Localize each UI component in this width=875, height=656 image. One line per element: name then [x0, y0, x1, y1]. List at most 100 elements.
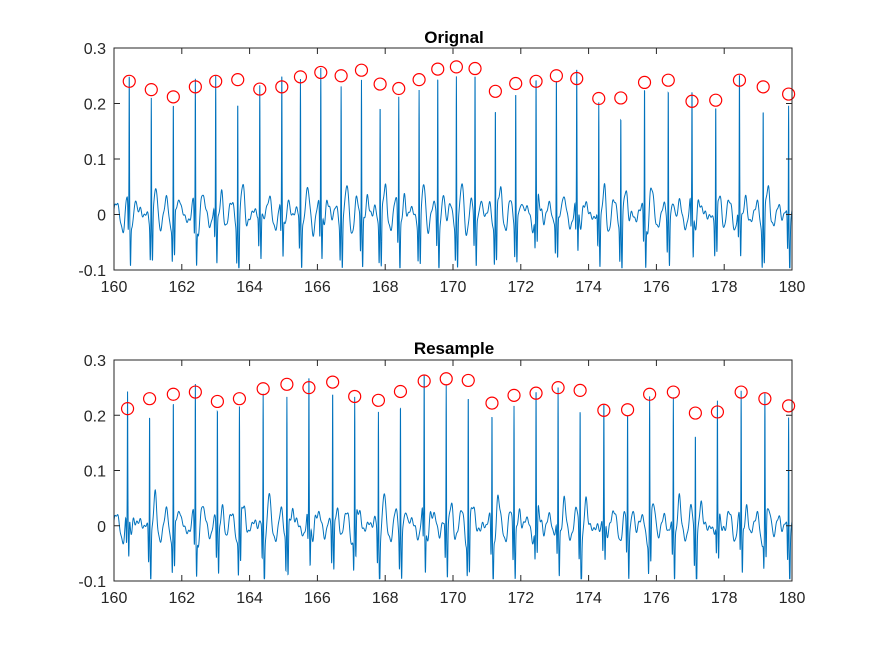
- x-tick-label: 170: [440, 279, 467, 296]
- peak-marker: [756, 80, 770, 94]
- peak-marker: [144, 83, 158, 97]
- x-tick-label: 170: [440, 590, 467, 607]
- peak-marker: [122, 74, 136, 88]
- peak-marker: [758, 392, 772, 406]
- peak-marker: [275, 80, 289, 94]
- x-tick-label: 162: [168, 279, 195, 296]
- signal-series: [113, 374, 793, 580]
- peak-marker: [529, 74, 543, 88]
- x-tick-label: 160: [101, 590, 128, 607]
- peak-marker: [688, 406, 702, 420]
- peak-marker: [188, 385, 202, 399]
- peak-marker: [782, 399, 796, 413]
- peak-marker: [509, 76, 523, 91]
- y-tick-label: 0.2: [84, 408, 106, 425]
- peak-marker: [326, 375, 340, 389]
- y-tick-label: -0.1: [78, 574, 106, 591]
- axis-ticks: 160 162 164 166 168 170 172 174 176 178 180 -0.1 0 0.…: [78, 353, 805, 607]
- peak-marker: [253, 82, 267, 96]
- y-tick-label: 0.2: [84, 97, 106, 114]
- x-tick-label: 174: [575, 590, 602, 607]
- peak-marker: [417, 374, 431, 388]
- peak-marker: [280, 377, 294, 391]
- signal-line: [113, 374, 793, 580]
- peak-marker: [210, 394, 224, 409]
- y-tick-label: 0.1: [84, 152, 106, 169]
- peak-marker: [256, 382, 270, 396]
- subplot-resample: Resample 160 162 164 166 168 170 172 174 176 178 1…: [78, 339, 805, 607]
- peak-marker: [666, 385, 680, 399]
- peak-marker: [393, 384, 408, 399]
- y-tick-label: 0.1: [84, 464, 106, 481]
- peak-marker: [439, 372, 453, 386]
- peak-marker: [643, 387, 657, 401]
- x-tick-label: 172: [507, 279, 534, 296]
- peak-marker: [231, 73, 245, 87]
- x-tick-label: 176: [643, 279, 670, 296]
- y-tick-label: 0.3: [84, 353, 106, 370]
- peak-marker: [166, 90, 180, 104]
- peak-marker: [732, 73, 747, 87]
- peak-marker: [392, 81, 406, 96]
- x-tick-label: 166: [304, 590, 331, 607]
- peak-marker: [507, 388, 521, 402]
- peak-marker: [461, 373, 475, 388]
- peak-marker: [529, 386, 543, 400]
- peak-marker: [142, 392, 157, 406]
- y-tick-label: -0.1: [78, 263, 106, 280]
- peak-marker: [485, 396, 499, 410]
- peak-marker: [637, 75, 652, 90]
- peak-marker: [597, 403, 611, 417]
- x-tick-label: 178: [711, 279, 738, 296]
- peak-marker: [685, 94, 699, 108]
- x-tick-label: 172: [507, 590, 534, 607]
- x-tick-label: 178: [711, 590, 738, 607]
- signal-series: [113, 67, 793, 269]
- signal-line: [113, 67, 793, 269]
- peak-marker: [614, 91, 628, 105]
- x-tick-label: 164: [236, 590, 263, 607]
- peak-marker: [431, 62, 445, 76]
- peak-markers: [120, 372, 796, 420]
- peak-marker: [782, 87, 796, 101]
- x-tick-label: 162: [168, 590, 195, 607]
- peak-marker: [488, 84, 502, 98]
- peak-marker: [549, 69, 563, 83]
- peak-marker: [373, 77, 387, 91]
- y-tick-label: 0.3: [84, 41, 106, 58]
- x-tick-label: 180: [779, 590, 806, 607]
- peak-marker: [449, 60, 463, 74]
- peak-marker: [710, 405, 725, 419]
- peak-marker: [573, 383, 587, 397]
- x-tick-label: 180: [779, 279, 806, 296]
- peak-marker: [412, 73, 426, 87]
- peak-marker: [371, 393, 386, 407]
- x-tick-label: 168: [372, 590, 399, 607]
- peak-marker: [209, 74, 223, 88]
- peak-marker: [293, 70, 308, 84]
- x-tick-label: 166: [304, 279, 331, 296]
- peak-marker: [570, 71, 584, 86]
- peak-marker: [734, 385, 748, 399]
- x-tick-label: 160: [101, 279, 128, 296]
- peak-markers: [122, 60, 796, 108]
- peak-marker: [592, 91, 606, 106]
- x-tick-label: 168: [372, 279, 399, 296]
- peak-marker: [620, 403, 635, 417]
- peak-marker: [468, 61, 482, 76]
- peak-marker: [709, 93, 723, 107]
- x-tick-label: 164: [236, 279, 263, 296]
- peak-marker: [348, 389, 362, 404]
- peak-marker: [120, 402, 135, 416]
- axis-ticks: 160 162 164 166 168 170 172 174 176 178 180 -0.1 0 0.…: [78, 41, 805, 296]
- peak-marker: [551, 381, 565, 395]
- peak-marker: [166, 387, 180, 401]
- peak-marker: [188, 80, 202, 94]
- peak-marker: [354, 63, 369, 77]
- peak-marker: [661, 73, 675, 87]
- peak-marker: [302, 381, 316, 395]
- peak-marker: [314, 65, 328, 80]
- x-tick-label: 176: [643, 590, 670, 607]
- subplot-title: Orignal: [424, 28, 484, 47]
